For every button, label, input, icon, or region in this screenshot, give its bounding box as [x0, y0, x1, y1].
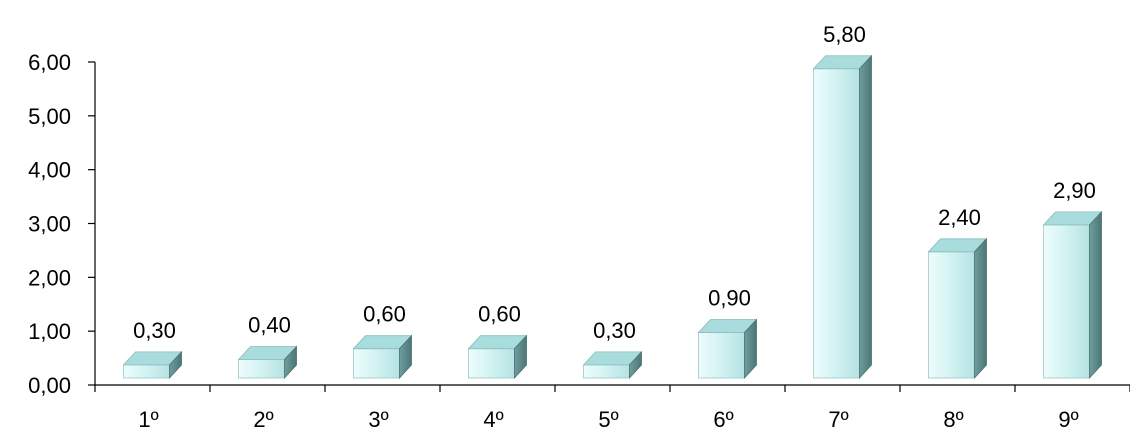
- y-tick-label: 5,00: [28, 104, 71, 129]
- bar: [237, 345, 298, 380]
- x-tick-label: 2º: [253, 407, 273, 429]
- y-axis: 0,00 1,00 2,00 3,00 4,00 5,00 6,00: [28, 50, 96, 398]
- bar-front: [698, 332, 745, 379]
- data-label: 0,60: [478, 302, 521, 327]
- x-tick-label: 5º: [598, 407, 618, 429]
- data-label: 0,30: [133, 318, 176, 343]
- x-tick-label: 9º: [1058, 407, 1078, 429]
- bar-side: [399, 334, 412, 380]
- bar: [582, 350, 643, 380]
- bars: [122, 54, 1103, 380]
- x-axis: [94, 384, 1130, 392]
- y-tick-label: 3,00: [28, 212, 71, 237]
- data-label: 2,90: [1053, 178, 1096, 203]
- bar: [467, 334, 528, 380]
- bar-front: [353, 348, 400, 379]
- category-labels: 1º 2º 3º 4º 5º 6º 7º 8º 9º: [138, 407, 1078, 429]
- x-tick-label: 7º: [828, 407, 848, 429]
- data-label: 0,30: [593, 318, 636, 343]
- bar: [352, 334, 413, 380]
- bar-side: [514, 334, 527, 380]
- bar-side: [1089, 210, 1102, 380]
- bar: [1042, 210, 1103, 380]
- x-tick-label: 6º: [713, 407, 733, 429]
- data-label: 0,60: [363, 302, 406, 327]
- x-tick-label: 4º: [483, 407, 503, 429]
- bar: [812, 54, 873, 380]
- bar: [927, 237, 988, 380]
- bar-front: [238, 359, 285, 379]
- y-tick-label: 0,00: [28, 373, 71, 398]
- y-tick-label: 2,00: [28, 265, 71, 290]
- bar-front: [1043, 224, 1090, 379]
- bar: [697, 318, 758, 380]
- x-tick-label: 1º: [138, 407, 158, 429]
- bar-front: [928, 251, 975, 379]
- bar-front: [813, 68, 860, 379]
- bar-side: [169, 350, 182, 380]
- x-tick-label: 8º: [943, 407, 963, 429]
- data-label: 0,40: [248, 312, 291, 337]
- bar-front: [123, 364, 170, 379]
- x-tick-label: 3º: [368, 407, 388, 429]
- bar-side: [744, 318, 757, 380]
- bar-side: [284, 345, 297, 380]
- data-label: 2,40: [938, 205, 981, 230]
- y-tick-label: 6,00: [28, 50, 71, 75]
- y-tick-label: 4,00: [28, 158, 71, 183]
- data-label: 5,80: [823, 22, 866, 47]
- bar-front: [468, 348, 515, 379]
- data-labels: 0,30 0,40 0,60 0,60 0,30 0,90 5,80 2,40 2,90: [133, 22, 1096, 343]
- bar-side: [859, 54, 872, 380]
- bar-front: [583, 364, 630, 379]
- bar: [122, 350, 183, 380]
- bar-side: [629, 350, 642, 380]
- data-label: 0,90: [708, 286, 751, 311]
- y-tick-label: 1,00: [28, 319, 71, 344]
- bar-side: [974, 237, 987, 380]
